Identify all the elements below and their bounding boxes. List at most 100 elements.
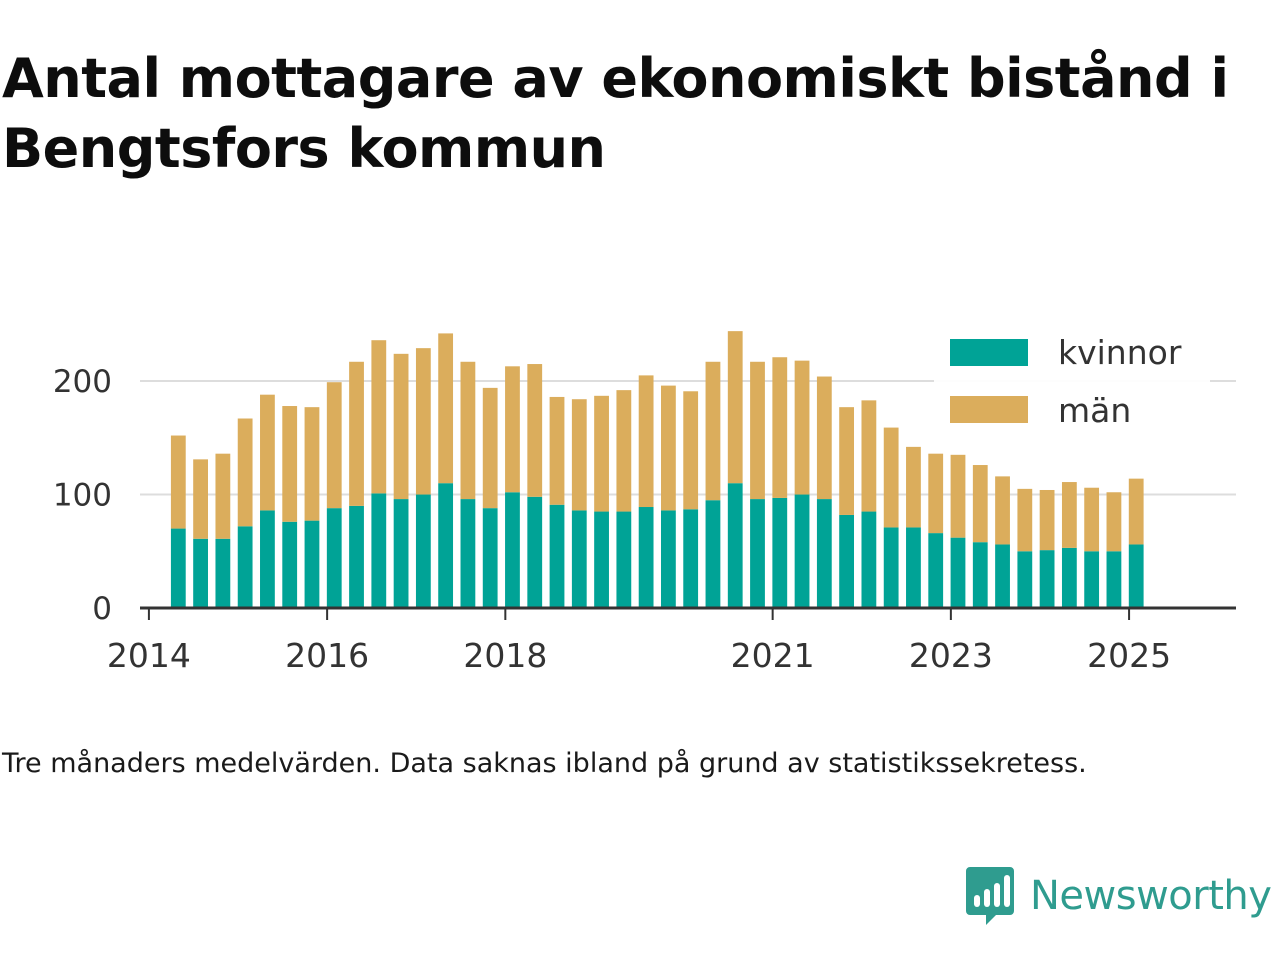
bar-man — [1061, 482, 1077, 548]
bar-man — [260, 394, 275, 511]
bar-man — [326, 382, 342, 509]
bar-man — [705, 361, 721, 501]
x-tick-label: 2018 — [463, 636, 547, 675]
bar-man — [839, 407, 855, 515]
bar-kvinnor — [839, 514, 855, 608]
bar-man — [683, 391, 699, 510]
bar-man — [1039, 489, 1055, 551]
bar-man — [750, 361, 765, 500]
bar-kvinnor — [1106, 551, 1122, 608]
brand-name: Newsworthy — [1030, 873, 1272, 919]
bar-man — [1128, 478, 1144, 545]
bar-kvinnor — [170, 528, 186, 608]
bar-kvinnor — [995, 544, 1010, 608]
bar-kvinnor — [393, 499, 409, 608]
x-tick-label: 2014 — [107, 636, 191, 675]
brand-logo: Newsworthy — [964, 864, 1272, 928]
x-tick-label: 2023 — [909, 636, 993, 675]
bar-man — [549, 396, 565, 505]
bar-man — [660, 385, 676, 511]
bar-kvinnor — [215, 538, 231, 608]
bar-man — [415, 348, 431, 495]
bar-man — [1084, 487, 1100, 552]
bar-man — [928, 453, 944, 534]
bar-kvinnor — [794, 494, 810, 608]
bar-kvinnor — [660, 510, 676, 608]
bar-kvinnor — [950, 537, 966, 608]
bar-kvinnor — [505, 492, 520, 608]
bar-kvinnor — [928, 533, 944, 608]
bar-man — [438, 333, 454, 484]
bar-man — [1017, 488, 1033, 552]
bar-man — [638, 375, 654, 508]
newsworthy-logo-icon — [966, 867, 1014, 925]
bar-kvinnor — [415, 494, 431, 608]
bar-kvinnor — [816, 499, 832, 608]
bar-man — [594, 395, 609, 512]
bar-kvinnor — [527, 496, 543, 608]
bar-kvinnor — [727, 483, 743, 608]
bar-kvinnor — [193, 538, 208, 608]
bar-kvinnor — [349, 505, 364, 608]
legend-label-man: män — [1058, 391, 1131, 430]
axes: 0 100 200 2014 2016 2018 2021 2023 2025 — [53, 364, 1236, 675]
bar-man — [393, 353, 409, 500]
bar-man — [482, 387, 498, 509]
bar-man — [861, 400, 877, 512]
bar-kvinnor — [438, 483, 454, 608]
bar-kvinnor — [750, 499, 765, 608]
bar-kvinnor — [683, 509, 699, 608]
bar-kvinnor — [326, 508, 342, 608]
bar-man — [772, 357, 788, 498]
bar-kvinnor — [972, 542, 988, 608]
bar-kvinnor — [906, 527, 921, 608]
legend-swatch-man — [950, 396, 1028, 423]
bar-kvinnor — [549, 504, 565, 608]
bar-man — [349, 361, 364, 506]
bar-man — [727, 331, 743, 484]
bar-kvinnor — [616, 511, 632, 608]
bar-kvinnor — [638, 507, 654, 608]
bar-man — [215, 453, 231, 539]
bar-man — [906, 446, 921, 528]
bar-kvinnor — [772, 497, 788, 608]
bar-man — [505, 366, 520, 493]
footnote: Tre månaders medelvärden. Data saknas ib… — [2, 748, 1087, 779]
bar-kvinnor — [1039, 550, 1055, 608]
chart-title: Antal mottagare av ekonomiskt bistånd i … — [2, 47, 1229, 180]
bar-man — [950, 454, 966, 538]
bar-man — [816, 376, 832, 500]
bar-kvinnor — [705, 500, 721, 608]
bar-kvinnor — [1017, 551, 1033, 608]
bar-kvinnor — [571, 510, 587, 608]
bar-man — [883, 427, 899, 528]
bars — [170, 331, 1144, 608]
y-tick-label: 100 — [53, 478, 112, 514]
y-tick-label: 0 — [92, 591, 112, 627]
bar-man — [571, 399, 587, 511]
bar-man — [170, 435, 186, 529]
x-tick-label: 2021 — [731, 636, 815, 675]
bar-kvinnor — [594, 511, 609, 608]
bar-kvinnor — [1128, 544, 1144, 608]
bar-man — [972, 465, 988, 543]
bar-kvinnor — [371, 493, 387, 608]
bar-kvinnor — [1084, 551, 1100, 608]
bar-kvinnor — [260, 510, 275, 608]
bar-kvinnor — [304, 520, 320, 608]
bar-man — [995, 476, 1010, 545]
x-tick-label: 2016 — [285, 636, 369, 675]
bar-man — [794, 360, 810, 495]
legend-swatch-kvinnor — [950, 339, 1028, 366]
bar-chart: kvinnor män 0 100 200 2014 2016 2018 2021 2023 2… — [52, 326, 1236, 675]
legend-label-kvinnor: kvinnor — [1058, 333, 1182, 372]
bar-man — [460, 361, 476, 500]
bar-kvinnor — [482, 508, 498, 608]
legend: kvinnor män — [934, 326, 1210, 436]
bar-man — [193, 459, 208, 539]
bar-man — [282, 406, 298, 522]
bar-man — [527, 364, 543, 497]
bar-man — [304, 407, 320, 521]
bar-man — [616, 390, 632, 512]
bar-kvinnor — [883, 527, 899, 608]
